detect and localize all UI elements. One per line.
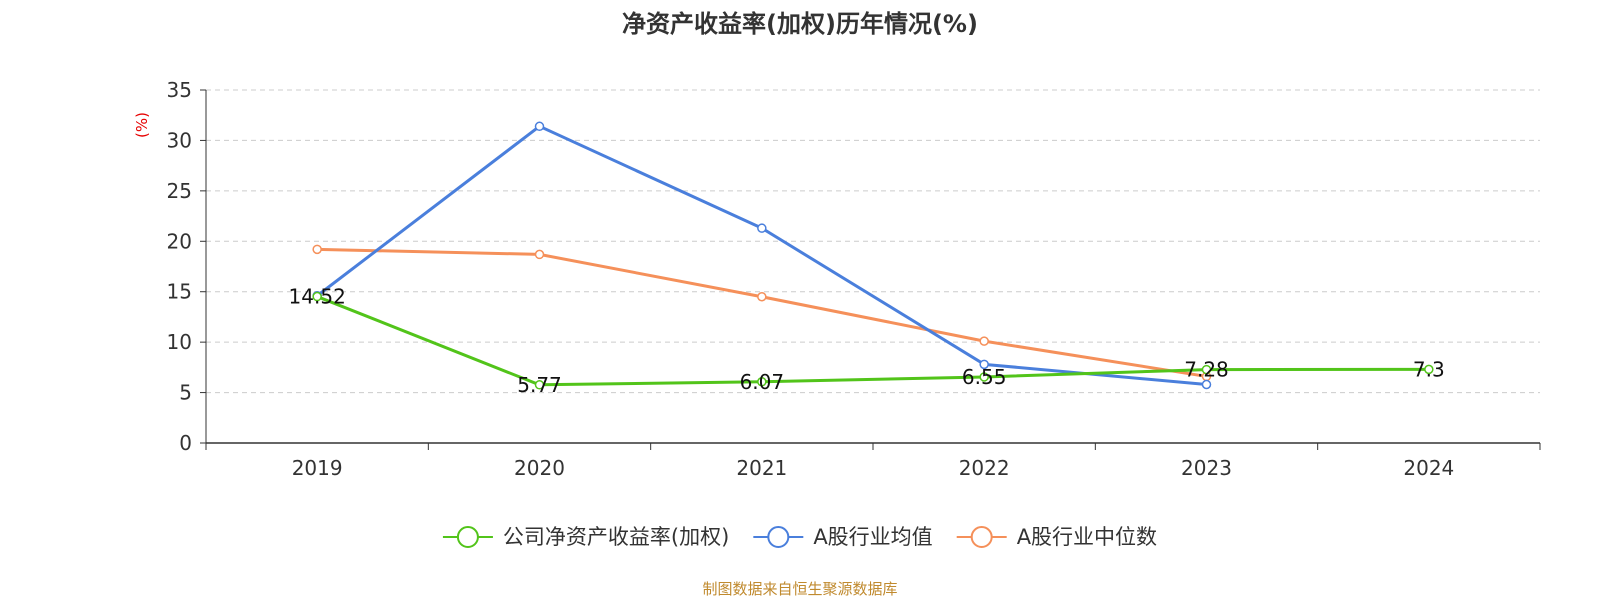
legend-label: A股行业均值 xyxy=(813,525,932,549)
data-labels: 14.52 5.77 6.07 6.55 7.28 7.3 xyxy=(289,285,1445,397)
legend-circle-swatch xyxy=(456,526,479,548)
legend-item: A股行业均值 xyxy=(753,525,933,549)
y-tick-label: 25 xyxy=(167,179,192,203)
source-note: 制图数据来自恒生聚源数据库 xyxy=(702,580,897,598)
y-tick-label: 0 xyxy=(179,431,192,455)
series-line xyxy=(316,124,1207,386)
x-tick-label: 2021 xyxy=(736,456,787,480)
y-tick-label: 10 xyxy=(167,330,192,354)
data-point xyxy=(534,380,545,390)
data-label: 7.3 xyxy=(1413,357,1445,381)
data-point xyxy=(979,372,989,382)
data-point xyxy=(1201,364,1212,375)
legend-circle-swatch xyxy=(767,526,790,548)
data-point xyxy=(312,244,322,255)
x-tick-label: 2022 xyxy=(959,456,1010,480)
data-label: 6.07 xyxy=(740,370,785,394)
series-lines xyxy=(312,121,1434,390)
data-point xyxy=(757,223,767,233)
data-point xyxy=(312,291,322,302)
x-tick-label: 2019 xyxy=(292,456,343,480)
data-point xyxy=(757,292,767,302)
legend-circle-swatch xyxy=(970,526,993,548)
x-tick-label: 2023 xyxy=(1181,456,1232,480)
axes: 0 5 10 15 20 25 30 35 2019 2020 2021 2022 2023 2024 xyxy=(167,78,1541,480)
series-line xyxy=(317,247,1207,378)
data-point xyxy=(1201,379,1212,390)
data-label: 6.55 xyxy=(962,365,1007,389)
series-line xyxy=(316,295,1429,387)
x-tick-label: 2024 xyxy=(1403,456,1454,480)
data-point xyxy=(534,249,545,260)
data-point xyxy=(534,121,545,132)
legend-item: A股行业中位数 xyxy=(956,525,1157,549)
legend-label: 公司净资产收益率(加权) xyxy=(503,525,729,549)
legend: 公司净资产收益率(加权) A股行业均值 A股行业中位数 xyxy=(442,525,1157,549)
y-tick-label: 35 xyxy=(167,78,192,102)
data-label: 14.52 xyxy=(289,285,346,309)
data-point xyxy=(1424,364,1434,375)
chart-title: 净资产收益率(加权)历年情况(%) xyxy=(622,10,978,38)
legend-item: 公司净资产收益率(加权) xyxy=(442,525,729,549)
data-label: 7.28 xyxy=(1184,358,1229,382)
y-axis-unit-label: (%) xyxy=(133,112,151,138)
y-tick-label: 5 xyxy=(179,381,192,405)
y-tick-label: 15 xyxy=(167,280,192,304)
legend-label: A股行业中位数 xyxy=(1017,525,1157,549)
y-tick-label: 20 xyxy=(167,229,192,253)
data-point xyxy=(979,359,989,370)
data-point xyxy=(979,336,989,346)
y-tick-label: 30 xyxy=(167,128,192,152)
data-label: 5.77 xyxy=(517,373,562,397)
data-point xyxy=(757,377,767,387)
grid-lines xyxy=(206,89,1540,394)
x-tick-label: 2020 xyxy=(514,456,565,480)
